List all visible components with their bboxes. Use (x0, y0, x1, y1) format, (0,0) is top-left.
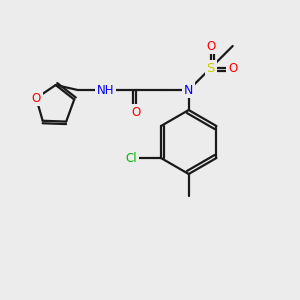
Text: O: O (131, 106, 140, 118)
Text: S: S (206, 61, 215, 74)
Text: O: O (228, 61, 237, 74)
Text: O: O (206, 40, 215, 52)
Text: O: O (32, 92, 41, 105)
Text: NH: NH (97, 83, 114, 97)
Text: Cl: Cl (125, 152, 137, 164)
Text: N: N (184, 83, 194, 97)
